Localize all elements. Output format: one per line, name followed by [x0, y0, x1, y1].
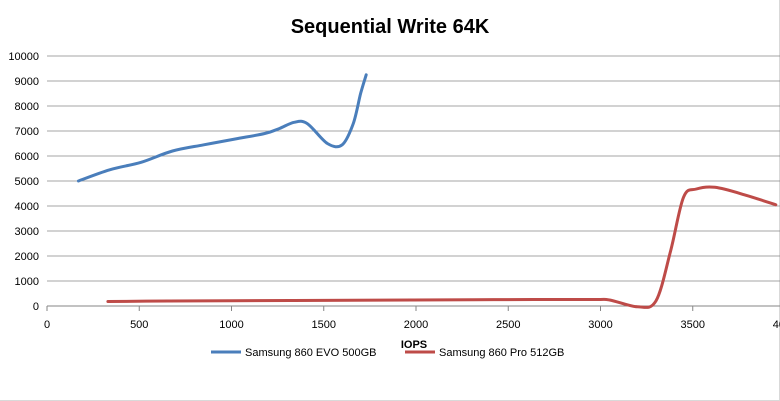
grid — [47, 55, 780, 282]
chart-title: Sequential Write 64K — [291, 16, 490, 38]
x-tick-label: 4000 — [773, 319, 780, 331]
y-tick-label: 7000 — [15, 126, 39, 138]
legend-label: Samsung 860 Pro 512GB — [439, 347, 564, 359]
x-tick-label: 3000 — [588, 319, 612, 331]
y-tick-label: 8000 — [15, 101, 39, 113]
x-axis-label: IOPS — [401, 339, 427, 351]
x-tick-label: 2500 — [496, 319, 520, 331]
y-tick-label: 6000 — [15, 151, 39, 163]
x-tick-label: 3500 — [681, 319, 705, 331]
y-axis-ticks: 0 1000 2000 3000 4000 5000 6000 7000 8000 9000 100… — [8, 51, 39, 313]
y-tick-label: 4000 — [15, 201, 39, 213]
x-tick-label: 500 — [130, 319, 148, 331]
series-line-1 — [106, 185, 778, 309]
x-tick-label: 0 — [44, 319, 50, 331]
y-tick-label: 1000 — [15, 276, 39, 288]
y-tick-label: 3000 — [15, 226, 39, 238]
x-tick-label: 2000 — [404, 319, 428, 331]
series-lines — [76, 73, 778, 309]
series-line-0 — [76, 73, 368, 183]
y-tick-label: 5000 — [15, 176, 39, 188]
y-tick-label: 2000 — [15, 251, 39, 263]
x-tick-label: 1000 — [219, 319, 243, 331]
legend-label: Samsung 860 EVO 500GB — [245, 347, 376, 359]
y-tick-label: 9000 — [15, 76, 39, 88]
legend: Samsung 860 EVO 500GB Samsung 860 Pro 512… — [211, 347, 564, 359]
x-axis-ticks: 0 500 1000 1500 2000 2500 3000 3500 4000 — [44, 306, 780, 331]
x-tick-label: 1500 — [312, 319, 336, 331]
y-tick-label: 10000 — [8, 51, 39, 63]
y-tick-label: 0 — [33, 301, 39, 313]
